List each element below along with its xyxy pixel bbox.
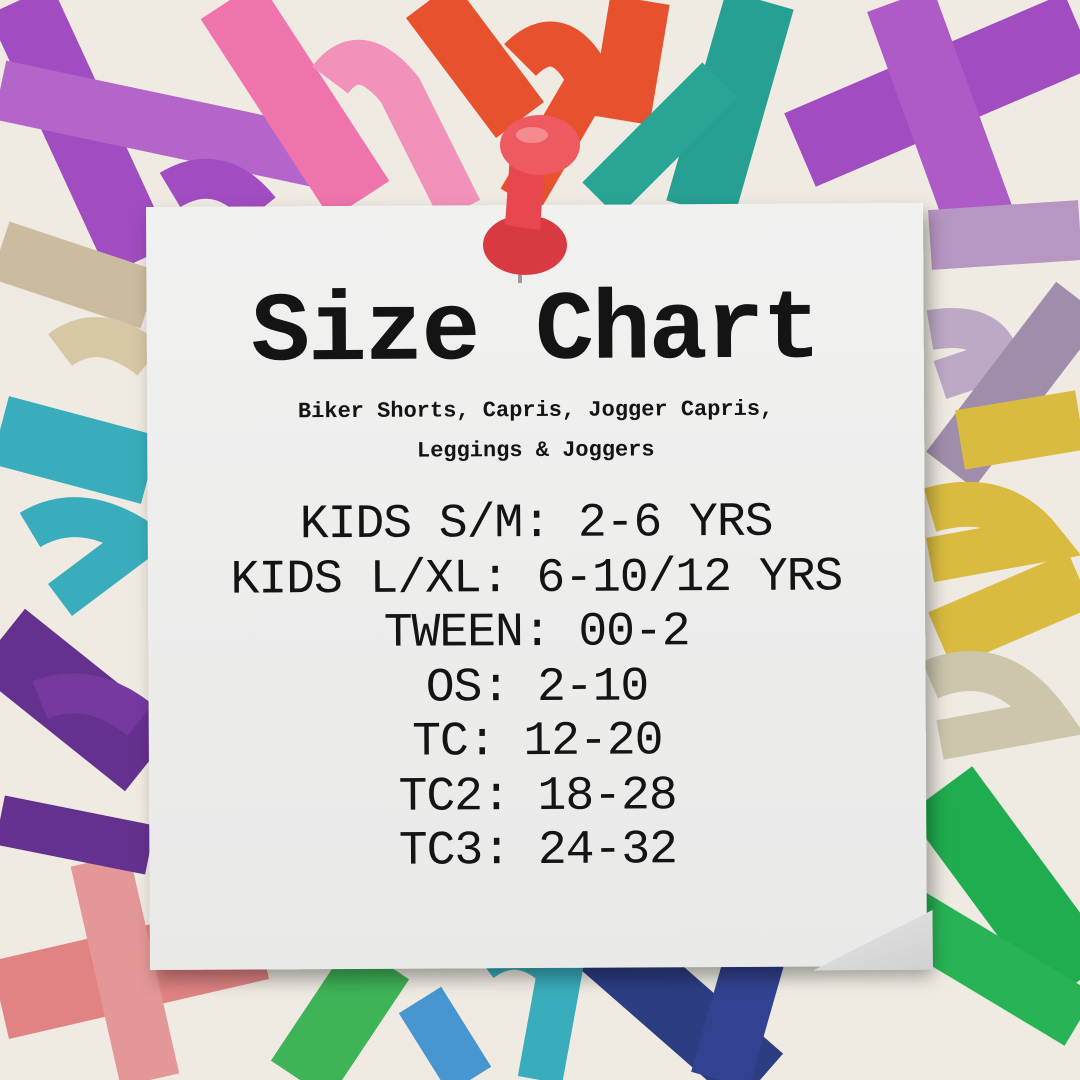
size-item: TWEEN: 00-2 bbox=[383, 605, 690, 661]
size-item: TC2: 18-28 bbox=[398, 768, 677, 825]
size-item: OS: 2-10 bbox=[425, 659, 649, 716]
size-item: TC3: 24-32 bbox=[398, 823, 678, 879]
paper-curl bbox=[813, 910, 933, 971]
subtitle-line-2: Leggings & Joggers bbox=[416, 437, 655, 464]
size-item: KIDS S/M: 2-6 YRS bbox=[299, 495, 773, 553]
size-item: TC: 12-20 bbox=[412, 714, 663, 770]
pushpin-icon bbox=[483, 115, 580, 283]
size-item: KIDS L/XL: 6-10/12 YRS bbox=[230, 549, 843, 608]
size-list: KIDS S/M: 2-6 YRS KIDS L/XL: 6-10/12 YRS… bbox=[148, 495, 927, 881]
sticky-note: Size Chart Biker Shorts, Capris, Jogger … bbox=[146, 202, 927, 970]
subtitle-line-1: Biker Shorts, Capris, Jogger Capris, bbox=[297, 396, 774, 425]
